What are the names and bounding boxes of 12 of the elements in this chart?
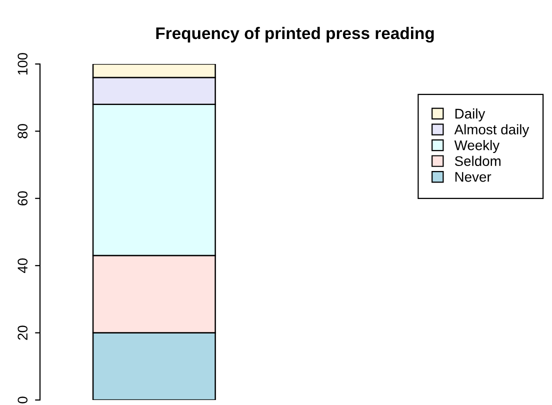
y-tick-label: 80 — [18, 124, 28, 138]
y-tick-label: 40 — [18, 258, 28, 274]
y-tick-label: 60 — [18, 191, 28, 206]
legend-label: Weekly — [454, 140, 500, 153]
legend-label: Almost daily — [454, 124, 530, 138]
legend-label: Never — [455, 172, 492, 182]
legend-label: Seldom — [454, 156, 500, 166]
legend-label: Daily — [455, 108, 486, 122]
y-tick-label: 20 — [18, 326, 28, 340]
y-tick-label: 0 — [18, 396, 28, 404]
text: Frequency of printed press reading — [156, 26, 434, 43]
y-tick-label: 100 — [18, 52, 28, 75]
